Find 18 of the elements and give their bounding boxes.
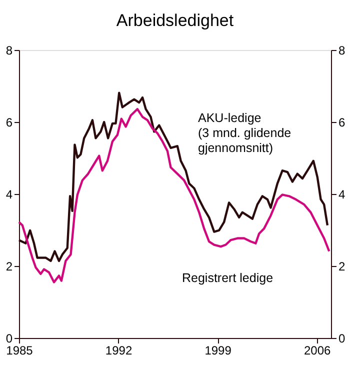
y-tick-label: 8 [6, 44, 13, 58]
x-tick-label: 2006 [304, 344, 331, 358]
text: Registrert ledige [182, 271, 274, 285]
y-tick-label: 2 [6, 260, 13, 274]
x-tick-label: 1992 [105, 344, 132, 358]
series-label: AKU-ledige (3 mnd. glidende gjennomsnitt) [198, 111, 292, 155]
y2-tick-label: 2 [338, 260, 346, 274]
y2-tick-label: 0 [338, 332, 346, 346]
y-tick-label: 6 [6, 116, 13, 130]
chart-title: Arbeidsledighet [116, 11, 234, 30]
line-series [18, 108, 330, 284]
y2-tick-label: 4 [338, 188, 346, 202]
y2-tick-label: 8 [338, 44, 346, 58]
y2-tick-label: 6 [338, 116, 346, 130]
x-tick-label: 1985 [6, 344, 34, 358]
y-tick-label: 0 [6, 332, 13, 346]
y-tick-label: 4 [6, 188, 13, 202]
x-tick-label: 1999 [204, 344, 232, 358]
